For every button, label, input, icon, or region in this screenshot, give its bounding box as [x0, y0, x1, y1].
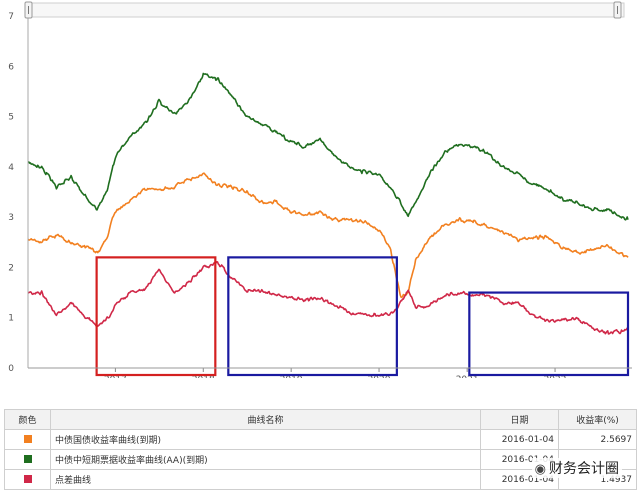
wechat-icon: ◉ — [534, 462, 546, 477]
annotation-box — [95, 256, 217, 377]
x-tick-label: 2020 — [368, 375, 391, 378]
y-tick-label: 6 — [8, 62, 14, 72]
series-line — [27, 72, 629, 221]
legend-header-row: 颜色 曲线名称 日期 收益率(%) — [4, 409, 637, 430]
y-tick-label: 5 — [8, 113, 14, 123]
watermark-text: 财务会计圈 — [549, 461, 619, 477]
color-swatch — [23, 435, 32, 443]
chart-area: 0 1 2 3 4 5 6 7 2017 2018 2019 2020 2021 2022 — [8, 1, 632, 378]
header-date: 日期 — [480, 409, 559, 430]
series-line — [27, 260, 629, 335]
yield-chart: 0 1 2 3 4 5 6 7 2017 2018 2019 2020 2021 2022 — [8, 1, 632, 378]
y-tick-label: 4 — [8, 163, 14, 173]
y-tick-label: 7 — [8, 12, 14, 22]
color-swatch — [23, 455, 32, 463]
header-color: 颜色 — [4, 409, 51, 430]
annotation-box — [468, 291, 630, 377]
color-swatch — [23, 475, 32, 483]
watermark: ◉ 财务会计圈 — [531, 458, 622, 478]
curve-rate: 2.5697 — [558, 429, 637, 450]
x-tick-label: 2018 — [192, 375, 215, 378]
curve-name: 中债国债收益率曲线(到期) — [50, 429, 481, 450]
header-curve-name: 曲线名称 — [50, 409, 481, 430]
y-tick-label: 1 — [8, 314, 14, 324]
range-scroller-track[interactable] — [27, 2, 625, 18]
curve-date: 2016-01-04 — [480, 429, 559, 450]
y-tick-label: 2 — [8, 263, 14, 273]
legend-table: 颜色 曲线名称 日期 收益率(%) 中债国债收益率曲线(到期) 2016-01-… — [4, 409, 637, 490]
curve-name: 中债中短期票据收益率曲线(AA)(到期) — [50, 449, 481, 470]
y-tick-label: 0 — [8, 364, 14, 374]
y-tick-label: 3 — [8, 213, 14, 223]
curve-name: 点差曲线 — [50, 469, 481, 490]
x-tick-label: 2022 — [544, 375, 567, 378]
table-row[interactable]: 中债中短期票据收益率曲线(AA)(到期) 2016-01-04 — [4, 449, 637, 470]
x-tick-label: 2017 — [104, 375, 127, 378]
header-rate: 收益率(%) — [558, 409, 637, 430]
series-line — [27, 172, 629, 299]
x-tick-label: 2019 — [280, 375, 303, 378]
x-tick-label: 2021 — [456, 375, 479, 378]
annotation-box — [227, 256, 398, 377]
table-row[interactable]: 中债国债收益率曲线(到期) 2016-01-04 2.5697 — [4, 429, 637, 450]
